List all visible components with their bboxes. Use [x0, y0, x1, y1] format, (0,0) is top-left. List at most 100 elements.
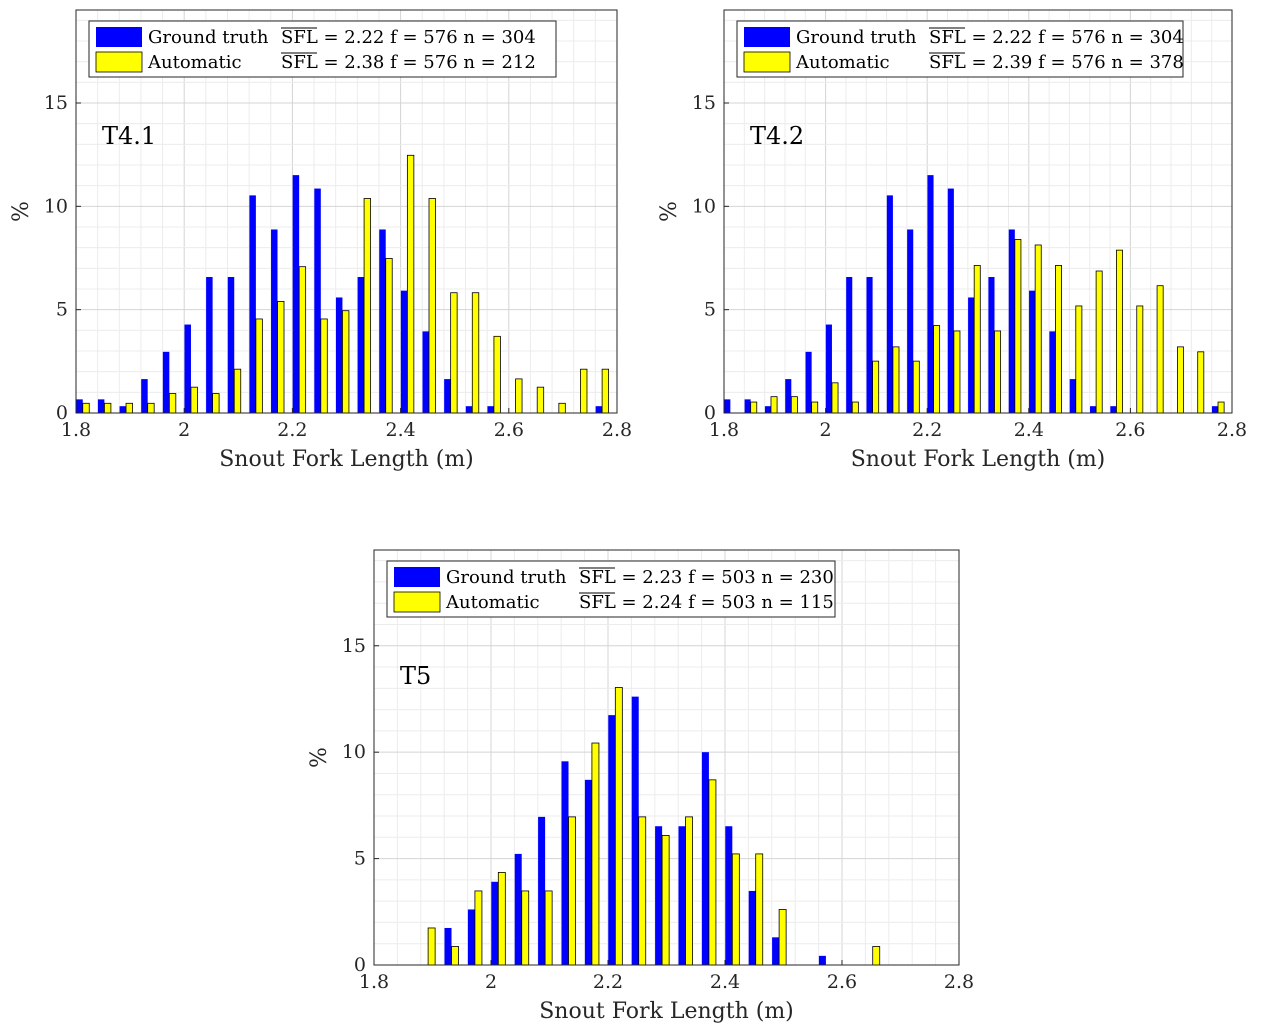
bar — [872, 946, 881, 966]
bar — [805, 351, 812, 413]
bar — [467, 909, 475, 965]
bar — [580, 368, 588, 414]
legend-series-name: Ground truth — [446, 567, 567, 588]
y-tick-label: 15 — [342, 635, 366, 657]
x-tick-label: 1.8 — [709, 419, 739, 441]
bar — [255, 318, 263, 414]
bar — [104, 402, 112, 414]
bar — [474, 890, 483, 966]
y-tick-label: 15 — [44, 92, 68, 114]
bar — [1176, 346, 1184, 414]
x-tick-label: 2.8 — [1217, 419, 1247, 441]
bar — [1217, 401, 1225, 414]
y-tick-label: 10 — [342, 741, 366, 763]
x-tick-label: 2 — [820, 419, 832, 441]
bar — [1034, 244, 1042, 414]
bar — [568, 816, 576, 966]
bar — [497, 872, 506, 966]
y-axis-label: % — [307, 747, 332, 768]
y-axis-label: % — [9, 201, 34, 222]
bar — [277, 300, 285, 414]
y-tick-label: 0 — [704, 402, 716, 424]
bar — [558, 402, 566, 414]
legend-swatch — [394, 567, 440, 587]
bar — [97, 399, 105, 413]
x-tick-label: 2.4 — [1014, 419, 1044, 441]
y-tick-label: 5 — [704, 299, 716, 321]
bar — [515, 378, 523, 414]
bar — [385, 258, 393, 414]
bar — [1049, 331, 1056, 413]
y-tick-label: 10 — [692, 195, 716, 217]
bar — [988, 277, 995, 413]
bar — [1055, 265, 1062, 414]
legend-box — [386, 560, 836, 618]
bar — [400, 290, 408, 413]
bar — [947, 188, 954, 413]
legend-series-stats: SFL = 2.22 f = 576 n = 304 — [929, 27, 1184, 48]
legend-series-name: Ground truth — [148, 27, 269, 48]
x-tick-label: 2.8 — [602, 419, 632, 441]
bar — [184, 324, 191, 413]
bar — [846, 277, 853, 413]
legend-series-name: Ground truth — [796, 27, 917, 48]
bar — [298, 266, 307, 414]
y-tick-label: 15 — [692, 92, 716, 114]
x-tick-label: 1.8 — [359, 971, 389, 993]
x-axis-label: Snout Fork Length (m) — [851, 447, 1106, 472]
bar — [451, 946, 459, 966]
bar — [233, 368, 242, 414]
series-automatic — [427, 687, 881, 966]
bar — [725, 826, 733, 965]
legend-series-stats: SFL = 2.24 f = 503 n = 115 — [579, 592, 834, 613]
bar — [1136, 305, 1144, 414]
bar — [487, 406, 494, 413]
bar — [521, 890, 530, 966]
legend-series-stats: SFL = 2.38 f = 576 n = 212 — [281, 52, 536, 73]
bar — [614, 687, 623, 966]
bar — [538, 816, 546, 965]
bar — [655, 826, 663, 965]
bar — [744, 399, 751, 413]
y-tick-label: 10 — [44, 195, 68, 217]
bar — [595, 406, 603, 413]
bar — [450, 292, 458, 414]
bar — [866, 277, 873, 413]
bar — [968, 297, 975, 413]
bar — [147, 402, 155, 414]
bar — [271, 229, 278, 413]
legend-swatch — [95, 51, 143, 73]
bar — [886, 195, 893, 413]
panel-label: T4.2 — [750, 122, 804, 150]
bar — [678, 826, 686, 965]
bar — [335, 297, 343, 413]
legend-series-name: Automatic — [445, 592, 540, 613]
bar — [608, 715, 616, 965]
bar — [811, 401, 819, 414]
legend-box — [88, 20, 557, 78]
legend-series-name: Automatic — [147, 52, 242, 73]
x-tick-label: 2.2 — [912, 419, 942, 441]
bar — [772, 937, 780, 965]
bar — [1008, 229, 1015, 413]
bar — [357, 277, 365, 413]
bar — [748, 890, 756, 965]
bar — [790, 396, 798, 414]
x-tick-label: 2.2 — [593, 971, 623, 993]
series-ground-truth — [724, 175, 1219, 413]
bar — [750, 401, 758, 414]
bar — [708, 779, 717, 966]
y-axis-label: % — [657, 201, 682, 222]
legend-box — [736, 20, 1184, 78]
bar — [1069, 379, 1076, 413]
bar — [1197, 351, 1205, 414]
series-ground-truth — [444, 696, 826, 965]
bar — [724, 399, 731, 413]
series-ground-truth — [76, 175, 603, 413]
bar — [76, 399, 83, 413]
bar — [444, 379, 451, 413]
bar — [320, 318, 328, 414]
y-tick-label: 5 — [56, 299, 68, 321]
bar — [631, 696, 639, 965]
bar — [292, 175, 300, 413]
